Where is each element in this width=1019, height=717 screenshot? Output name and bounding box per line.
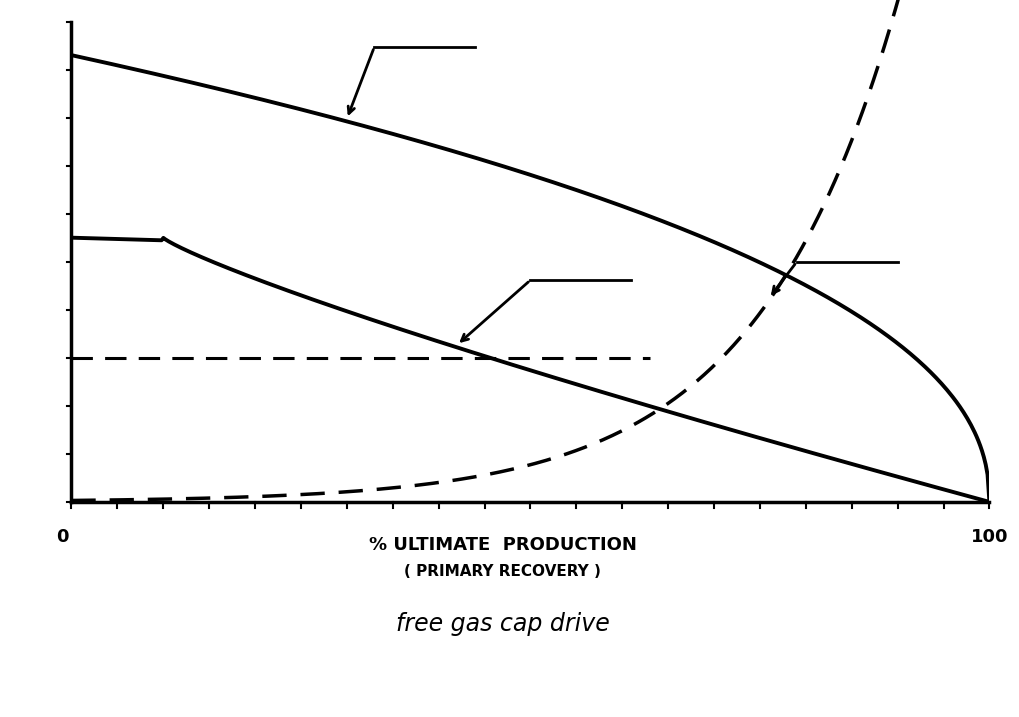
Text: % ULTIMATE  PRODUCTION: % ULTIMATE PRODUCTION [369,536,636,554]
Text: 100: 100 [970,528,1007,546]
Text: free gas cap drive: free gas cap drive [395,612,609,637]
Text: 0: 0 [56,528,68,546]
Text: ( PRIMARY RECOVERY ): ( PRIMARY RECOVERY ) [404,564,601,579]
